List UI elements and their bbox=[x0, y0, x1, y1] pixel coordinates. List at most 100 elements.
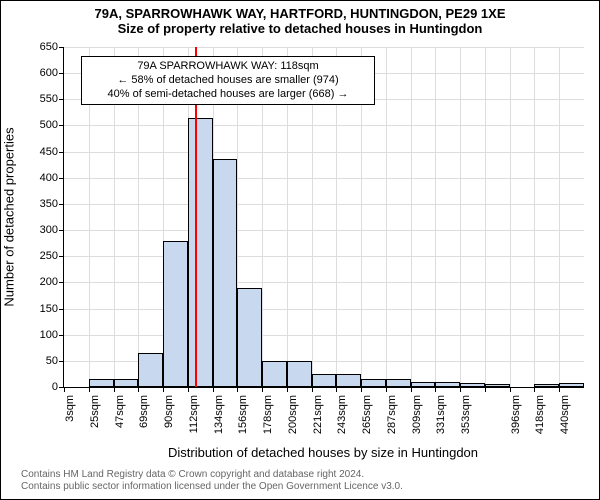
histogram-bar bbox=[262, 361, 287, 387]
histogram-bar bbox=[138, 353, 163, 387]
xtick-mark bbox=[386, 387, 387, 392]
ytick-mark bbox=[59, 47, 64, 48]
histogram-bar bbox=[312, 374, 337, 387]
xtick-mark bbox=[188, 387, 189, 392]
xtick-mark bbox=[138, 387, 139, 392]
title-line-2: Size of property relative to detached ho… bbox=[1, 22, 599, 37]
xtick-label: 440sqm bbox=[559, 395, 571, 434]
histogram-bar bbox=[386, 379, 411, 387]
gridline-v bbox=[435, 47, 436, 387]
gridline-h bbox=[64, 335, 584, 336]
ytick-mark bbox=[59, 256, 64, 257]
xtick-mark bbox=[336, 387, 337, 392]
xtick-label: 178sqm bbox=[262, 395, 274, 434]
x-axis-label: Distribution of detached houses by size … bbox=[63, 445, 583, 460]
gridline-h bbox=[64, 125, 584, 126]
xtick-label: 69sqm bbox=[138, 395, 150, 428]
xtick-label: 200sqm bbox=[287, 395, 299, 434]
histogram-bar bbox=[213, 159, 238, 387]
gridline-v bbox=[460, 47, 461, 387]
gridline-h bbox=[64, 309, 584, 310]
xtick-label: 221sqm bbox=[312, 395, 324, 434]
footer-line-2: Contains public sector information licen… bbox=[21, 481, 403, 493]
ytick-mark bbox=[59, 99, 64, 100]
ytick-mark bbox=[59, 282, 64, 283]
xtick-mark bbox=[262, 387, 263, 392]
ytick-mark bbox=[59, 125, 64, 126]
gridline-v bbox=[559, 47, 560, 387]
gridline-v bbox=[510, 47, 511, 387]
footer-text: Contains HM Land Registry data © Crown c… bbox=[21, 469, 403, 493]
histogram-bar bbox=[460, 383, 485, 387]
ytick-mark bbox=[59, 73, 64, 74]
gridline-h bbox=[64, 256, 584, 257]
histogram-bar bbox=[559, 383, 584, 387]
title-block: 79A, SPARROWHAWK WAY, HARTFORD, HUNTINGD… bbox=[1, 1, 599, 37]
xtick-label: 418sqm bbox=[534, 395, 546, 434]
xtick-mark bbox=[237, 387, 238, 392]
histogram-bar bbox=[237, 288, 262, 387]
gridline-v bbox=[534, 47, 535, 387]
histogram-bar bbox=[163, 241, 188, 387]
xtick-mark bbox=[89, 387, 90, 392]
annotation-line-1: 79A SPARROWHAWK WAY: 118sqm bbox=[88, 60, 368, 74]
xtick-mark bbox=[361, 387, 362, 392]
gridline-h bbox=[64, 282, 584, 283]
xtick-mark bbox=[287, 387, 288, 392]
xtick-mark bbox=[510, 387, 511, 392]
gridline-h bbox=[64, 178, 584, 179]
xtick-mark bbox=[485, 387, 486, 392]
gridline-h bbox=[64, 47, 584, 48]
xtick-mark bbox=[460, 387, 461, 392]
histogram-bar bbox=[485, 384, 510, 387]
histogram-bar bbox=[336, 374, 361, 387]
xtick-mark bbox=[559, 387, 560, 392]
xtick-mark bbox=[163, 387, 164, 392]
xtick-mark bbox=[435, 387, 436, 392]
y-axis-label: Number of detached properties bbox=[2, 127, 17, 306]
xtick-mark bbox=[312, 387, 313, 392]
histogram-bar bbox=[114, 379, 139, 387]
xtick-label: 112sqm bbox=[188, 395, 200, 433]
title-line-1: 79A, SPARROWHAWK WAY, HARTFORD, HUNTINGD… bbox=[1, 7, 599, 22]
gridline-v bbox=[386, 47, 387, 387]
annotation-line-2: ← 58% of detached houses are smaller (97… bbox=[88, 74, 368, 88]
ytick-mark bbox=[59, 361, 64, 362]
histogram-bar bbox=[411, 382, 436, 387]
xtick-label: 243sqm bbox=[336, 395, 348, 434]
annotation-box: 79A SPARROWHAWK WAY: 118sqm ← 58% of det… bbox=[81, 56, 375, 105]
xtick-label: 309sqm bbox=[411, 395, 423, 434]
xtick-label: 47sqm bbox=[114, 395, 126, 428]
xtick-mark bbox=[411, 387, 412, 392]
xtick-mark bbox=[64, 387, 65, 392]
gridline-h bbox=[64, 230, 584, 231]
xtick-label: 287sqm bbox=[386, 395, 398, 434]
histogram-bar bbox=[435, 382, 460, 387]
annotation-line-3: 40% of semi-detached houses are larger (… bbox=[88, 88, 368, 102]
ytick-mark bbox=[59, 309, 64, 310]
ytick-mark bbox=[59, 230, 64, 231]
gridline-h bbox=[64, 204, 584, 205]
xtick-label: 265sqm bbox=[361, 395, 373, 434]
xtick-mark bbox=[213, 387, 214, 392]
histogram-bar bbox=[534, 384, 559, 387]
gridline-v bbox=[411, 47, 412, 387]
xtick-label: 3sqm bbox=[64, 395, 76, 422]
xtick-label: 353sqm bbox=[460, 395, 472, 434]
xtick-mark bbox=[114, 387, 115, 392]
xtick-label: 396sqm bbox=[510, 395, 522, 434]
ytick-mark bbox=[59, 152, 64, 153]
xtick-label: 134sqm bbox=[213, 395, 225, 434]
ytick-mark bbox=[59, 335, 64, 336]
footer-line-1: Contains HM Land Registry data © Crown c… bbox=[21, 469, 403, 481]
xtick-mark bbox=[534, 387, 535, 392]
ytick-mark bbox=[59, 204, 64, 205]
histogram-bar bbox=[188, 118, 213, 387]
gridline-v bbox=[485, 47, 486, 387]
chart-container: 79A, SPARROWHAWK WAY, HARTFORD, HUNTINGD… bbox=[0, 0, 600, 500]
histogram-bar bbox=[361, 379, 386, 387]
xtick-label: 156sqm bbox=[237, 395, 249, 434]
xtick-label: 331sqm bbox=[435, 395, 447, 434]
xtick-label: 25sqm bbox=[89, 395, 101, 428]
histogram-bar bbox=[89, 379, 114, 387]
